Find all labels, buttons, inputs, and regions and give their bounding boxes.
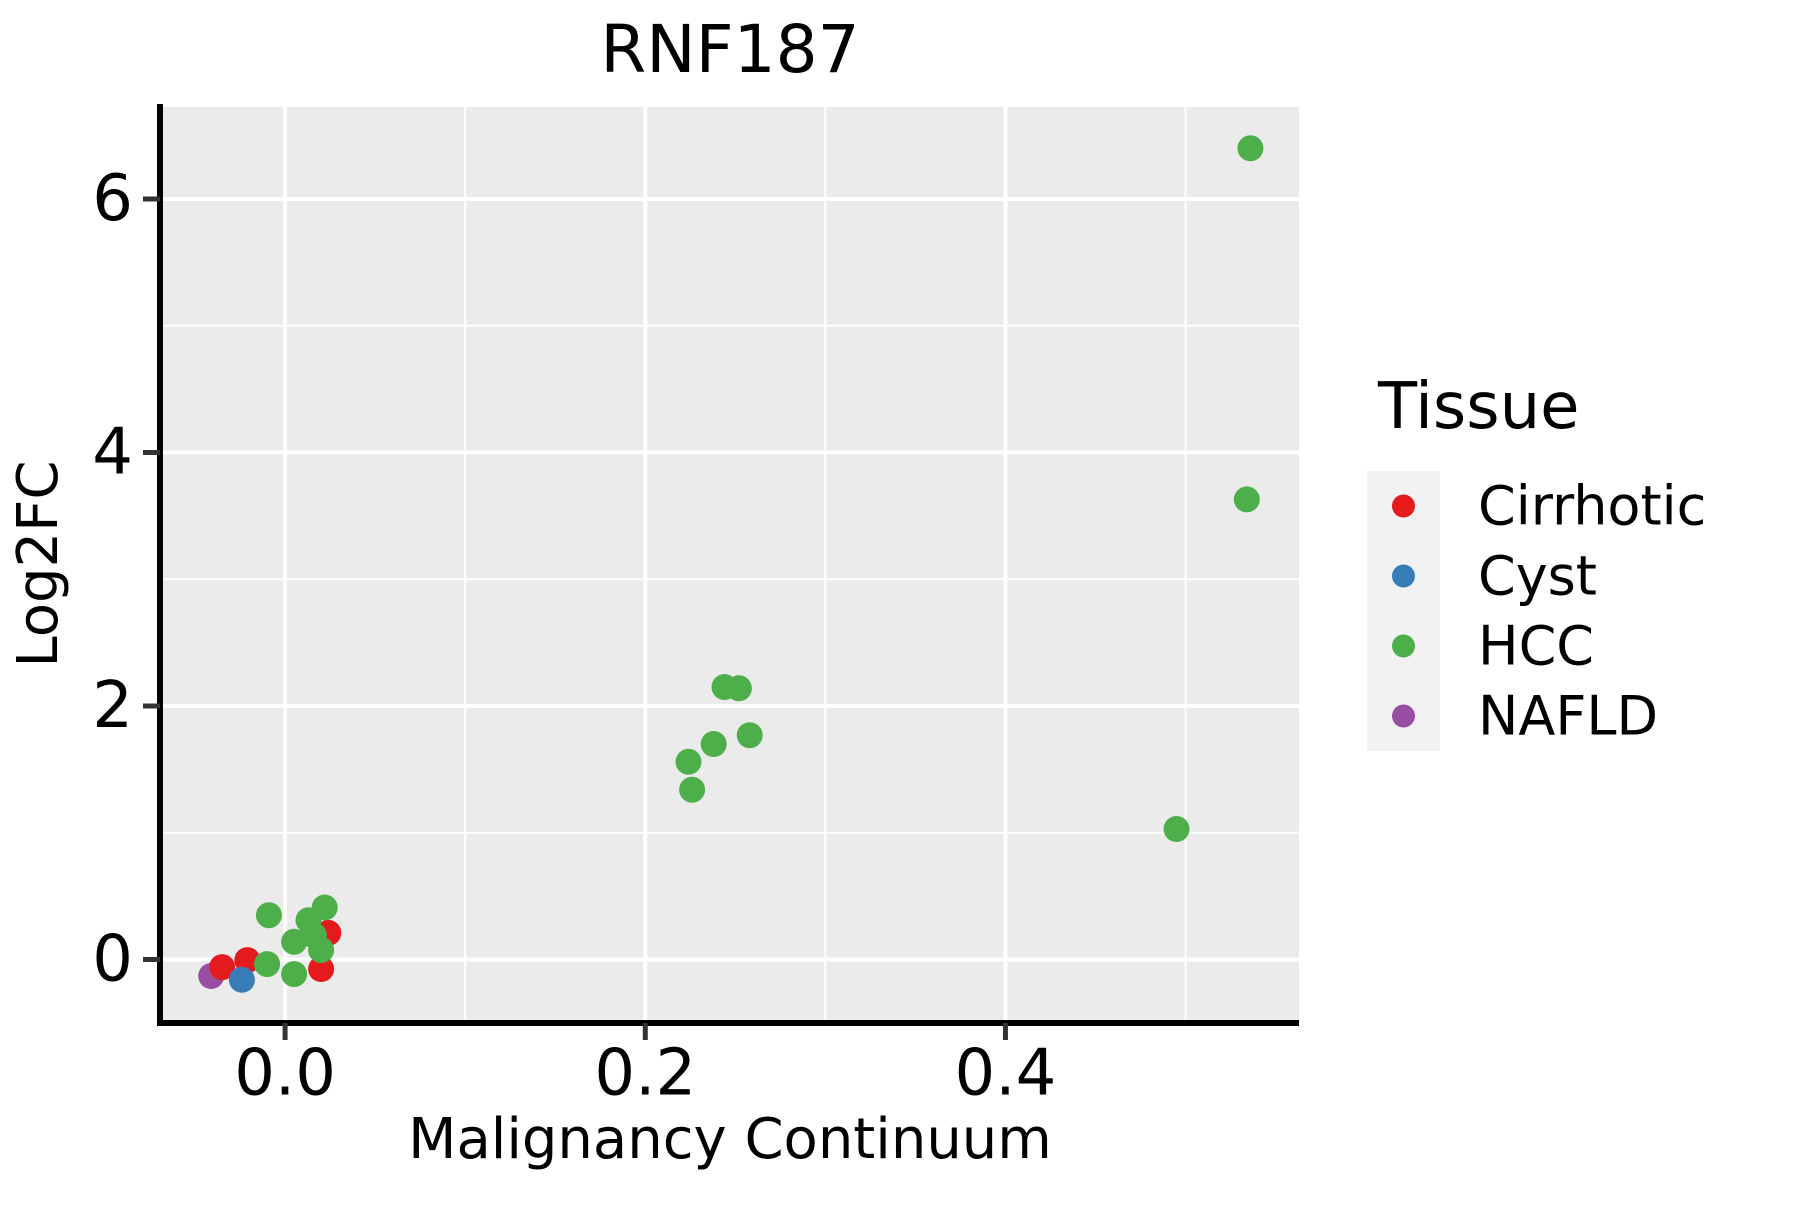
data-point-hcc [700, 731, 727, 757]
y-tick-label: 4 [92, 416, 133, 490]
data-point-cyst [228, 966, 255, 993]
legend-label: HCC [1478, 615, 1594, 678]
data-point-hcc [311, 894, 338, 921]
data-point-cirrhotic [209, 954, 236, 981]
y-axis-label: Log2FC [6, 461, 71, 668]
legend-entries: Cirrhotic Cyst HCC NAFLD [1367, 471, 1706, 751]
plot-panel [161, 107, 1299, 1022]
y-tick-label: 6 [92, 162, 133, 236]
data-point-hcc [1237, 135, 1264, 162]
data-point-hcc [255, 902, 282, 929]
gridlines-major [161, 107, 1299, 1022]
data-point-hcc [1163, 816, 1190, 842]
legend-label: Cyst [1478, 545, 1597, 608]
data-point-hcc [281, 928, 308, 955]
data-point-cirrhotic [234, 947, 261, 974]
y-tick-label: 2 [92, 669, 133, 743]
x-tick-label: 0.0 [234, 1036, 336, 1110]
x-tick-label: 0.4 [955, 1036, 1057, 1110]
plot-title: RNF187 [600, 11, 859, 88]
legend-title: Tissue [1377, 370, 1580, 444]
data-point-hcc [675, 748, 702, 775]
data-point-hcc [308, 937, 335, 963]
legend-key-dot [1392, 564, 1415, 588]
axis-ticks-layer [143, 196, 1008, 1040]
legend-key-dot [1392, 494, 1415, 518]
legend-label: Cirrhotic [1478, 475, 1706, 538]
tick-labels-layer: 0.0 0.2 0.4 0 2 4 6 [92, 162, 1056, 1110]
legend-key-dot [1392, 704, 1415, 728]
legend-label: NAFLD [1478, 685, 1658, 748]
data-point-hcc [679, 776, 706, 803]
x-tick-label: 0.2 [594, 1036, 696, 1110]
data-point-hcc [281, 961, 308, 988]
data-point-hcc [725, 675, 752, 702]
data-point-cirrhotic [308, 956, 335, 982]
x-axis-label: Malignancy Continuum [408, 1107, 1052, 1172]
legend-key-dot [1392, 634, 1415, 658]
data-point-hcc [736, 722, 763, 749]
data-point-hcc [1233, 486, 1260, 513]
legend: Tissue Cirrhotic Cyst HCC NAFLD [1367, 370, 1706, 751]
data-points-layer [198, 135, 1264, 993]
data-point-hcc [254, 951, 281, 978]
y-tick-label: 0 [92, 923, 133, 997]
gridlines-minor [161, 107, 1299, 1022]
